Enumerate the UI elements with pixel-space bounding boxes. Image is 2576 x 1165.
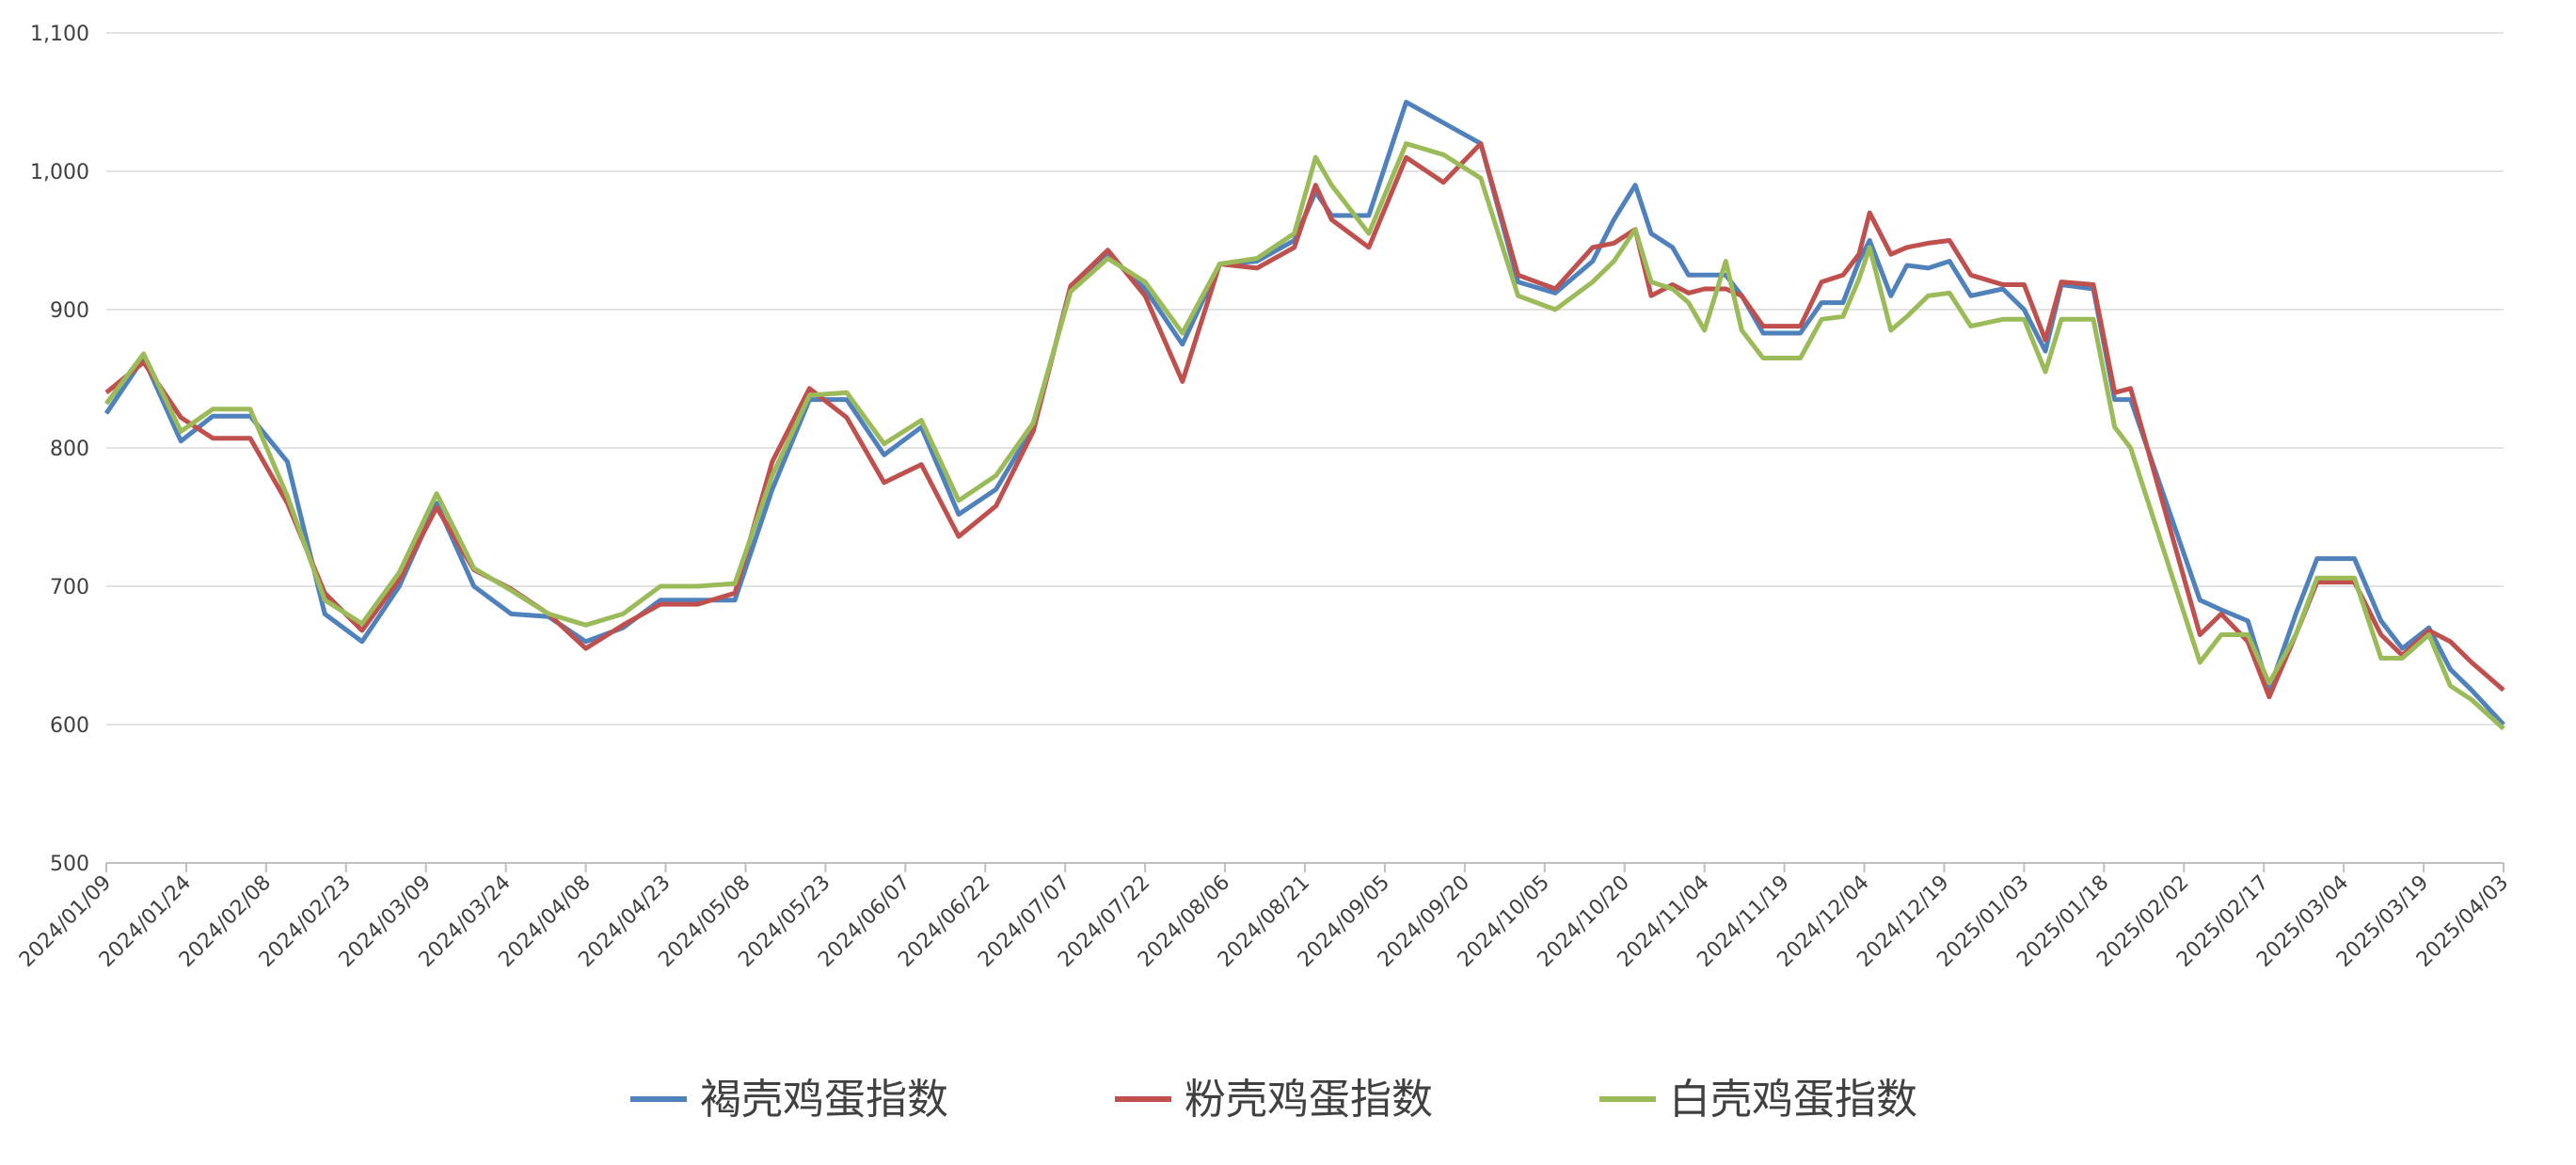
legend-label: 粉壳鸡蛋指数 [1185,1076,1433,1124]
data-line [103,100,2505,726]
y-tick-label: 900 [50,299,89,323]
y-tick-label: 800 [50,438,89,461]
data-line [103,141,2505,731]
legend-label: 白壳鸡蛋指数 [1669,1076,1917,1124]
y-tick-label: 700 [50,576,89,599]
legend-label: 褐壳鸡蛋指数 [700,1076,948,1124]
y-tick-label: 500 [50,853,89,876]
data-line [104,141,2505,700]
y-tick-label: 1,100 [30,23,89,46]
y-tick-label: 1,000 [30,161,89,184]
y-tick-label: 600 [50,714,89,738]
